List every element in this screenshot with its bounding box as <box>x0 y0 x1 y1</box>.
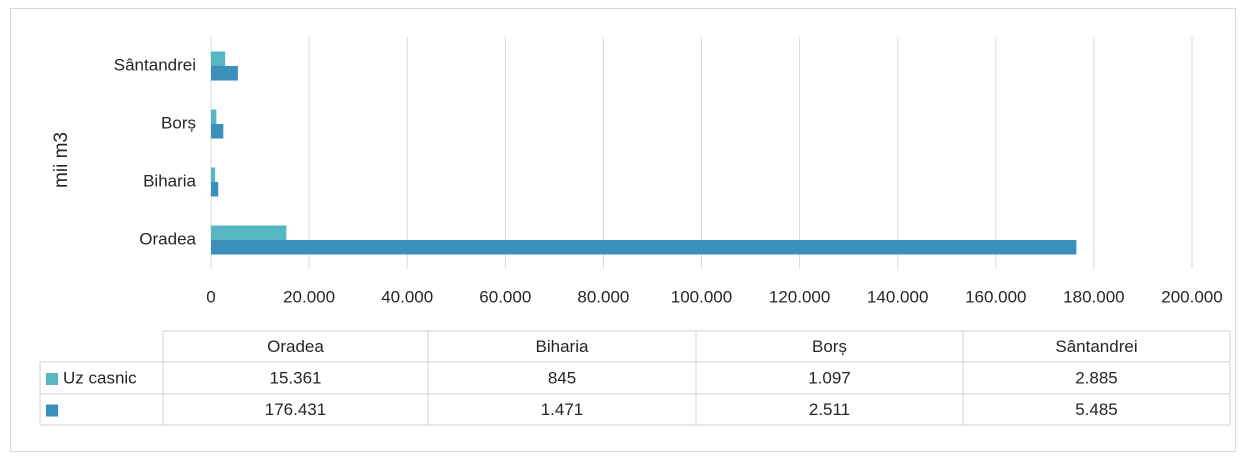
table-cell: 2.885 <box>1075 368 1118 387</box>
bar <box>211 109 217 124</box>
x-tick-label: 180.000 <box>1063 287 1124 306</box>
table-cell: 1.471 <box>541 400 584 419</box>
table-header: Sântandrei <box>1055 337 1137 356</box>
y-tick-label: Borș <box>161 113 196 132</box>
x-tick-label: 140.000 <box>867 287 928 306</box>
legend-label: Uz casnic <box>63 368 137 387</box>
x-tick-label: 160.000 <box>965 287 1026 306</box>
x-tick-label: 0 <box>206 287 215 306</box>
table-cell: 176.431 <box>265 400 326 419</box>
x-tick-label: 100.000 <box>671 287 732 306</box>
x-tick-label: 20.000 <box>283 287 335 306</box>
bar <box>211 51 226 66</box>
x-tick-label: 120.000 <box>769 287 830 306</box>
table-cell: 1.097 <box>808 368 851 387</box>
legend-swatch <box>46 404 58 417</box>
bar <box>211 240 1077 255</box>
table-cell: 15.361 <box>270 368 322 387</box>
table-header: Biharia <box>536 337 589 356</box>
table-header: Oradea <box>267 337 324 356</box>
y-tick-label: Oradea <box>139 229 196 248</box>
bar <box>211 167 216 182</box>
x-tick-label: 200.000 <box>1161 287 1222 306</box>
table-cell: 5.485 <box>1075 400 1118 419</box>
table-header: Borș <box>812 337 847 356</box>
y-tick-label: Biharia <box>143 171 196 190</box>
bar <box>211 225 287 240</box>
x-tick-label: 40.000 <box>381 287 433 306</box>
table-cell: 2.511 <box>809 400 850 419</box>
y-tick-label: Sântandrei <box>114 55 196 74</box>
y-axis-label: mii m3 <box>51 132 72 188</box>
bar <box>211 124 224 139</box>
bar <box>211 66 238 81</box>
table-cell: 845 <box>548 368 576 387</box>
bar <box>211 182 219 197</box>
legend-swatch <box>46 373 58 385</box>
x-tick-label: 60.000 <box>479 287 531 306</box>
x-tick-label: 80.000 <box>577 287 629 306</box>
